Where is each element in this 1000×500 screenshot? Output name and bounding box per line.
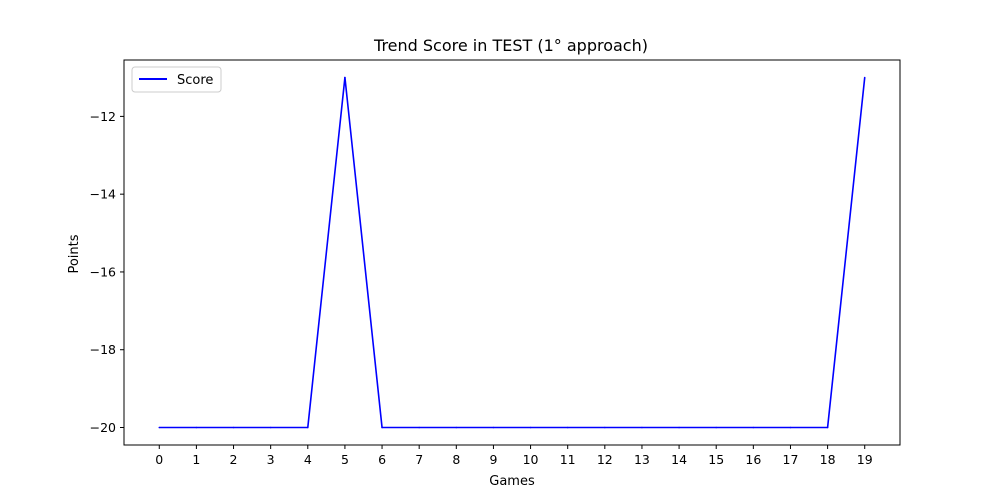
x-tick-label: 10: [523, 452, 539, 467]
data-point: [158, 426, 161, 429]
x-tick-label: 2: [230, 452, 238, 467]
data-point: [641, 426, 643, 429]
legend: Score: [131, 66, 222, 93]
data-point: [566, 426, 569, 429]
x-tick-label: 17: [783, 452, 799, 467]
x-tick-label: 15: [708, 452, 724, 467]
x-tick-label: 7: [415, 452, 423, 467]
data-point: [344, 76, 346, 79]
x-tick-label: 0: [155, 452, 163, 467]
x-tick-label: 11: [560, 452, 576, 467]
data-point: [381, 426, 383, 429]
data-point: [789, 426, 792, 429]
legend-label-score: Score: [177, 73, 213, 88]
data-point: [678, 426, 680, 429]
y-tick-label: −12: [90, 109, 116, 124]
data-point: [195, 426, 198, 429]
chart-title: Trend Score in TEST (1° approach): [373, 36, 648, 55]
y-tick-label: −20: [90, 420, 116, 435]
x-tick-label: 6: [378, 452, 386, 467]
x-tick-label: 14: [671, 452, 687, 467]
x-axis-label: Games: [489, 474, 535, 489]
y-axis-label: Points: [67, 234, 82, 273]
axes-frame: [123, 59, 901, 446]
y-axis-ticks: −20 −18 −16 −14 −12: [90, 109, 124, 435]
x-tick-label: 8: [452, 452, 460, 467]
data-point: [418, 426, 420, 429]
series-line-score: [159, 76, 866, 429]
x-tick-label: 9: [489, 452, 497, 467]
y-tick-label: −18: [90, 342, 116, 357]
x-tick-label: 16: [745, 452, 761, 467]
y-tick-label: −16: [90, 264, 116, 279]
data-point: [863, 76, 866, 79]
plot-area: [123, 59, 901, 446]
x-tick-label: 5: [341, 452, 349, 467]
data-point: [306, 426, 309, 429]
data-point: [715, 426, 718, 429]
x-tick-label: 12: [597, 452, 613, 467]
data-point: [529, 426, 532, 429]
y-tick-label: −14: [90, 187, 116, 202]
x-axis-ticks: 0 1 2 3 4 5 6 7 8 9 10 11 12 13 14 15 16 17 18 19: [155, 445, 873, 467]
x-tick-label: 18: [820, 452, 836, 467]
data-point: [752, 426, 755, 429]
data-point: [269, 426, 272, 429]
legend-box: [131, 66, 222, 93]
data-point: [826, 426, 829, 429]
data-point: [604, 426, 606, 429]
x-tick-label: 3: [267, 452, 275, 467]
x-tick-label: 1: [192, 452, 200, 467]
x-tick-label: 13: [634, 452, 650, 467]
x-tick-label: 19: [857, 452, 873, 467]
data-point: [232, 426, 235, 429]
x-tick-label: 4: [304, 452, 312, 467]
series-layer: [158, 76, 866, 429]
data-point: [455, 426, 458, 429]
data-point: [492, 426, 495, 429]
